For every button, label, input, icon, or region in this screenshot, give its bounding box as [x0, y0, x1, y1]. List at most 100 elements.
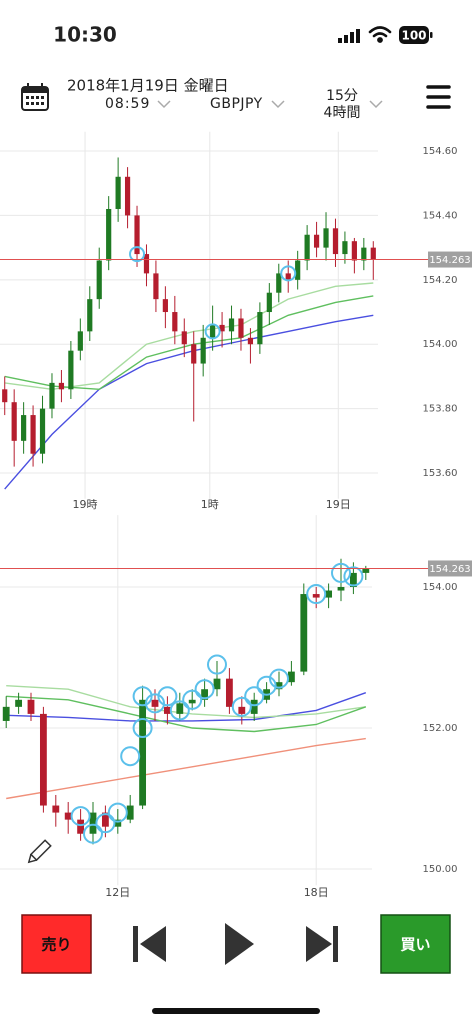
signal-marker — [280, 265, 297, 282]
candle-body — [285, 273, 291, 280]
candle-body — [115, 176, 121, 209]
signal-marker — [120, 746, 141, 767]
signal-marker — [331, 562, 351, 583]
header-date: 2018年1月19日 金曜日 — [67, 77, 229, 95]
y-tick-label: 153.80 — [423, 404, 458, 415]
signal-marker — [231, 696, 252, 717]
battery-tip — [430, 32, 433, 38]
candle-body — [27, 699, 35, 714]
signal-marker — [169, 700, 190, 721]
signal-marker — [132, 717, 153, 738]
rewind-button[interactable] — [133, 926, 166, 962]
candle-body — [89, 812, 97, 834]
moving-average — [6, 692, 367, 722]
x-tick-label: 19時 — [73, 498, 98, 511]
candle-body — [312, 594, 320, 598]
candle-body — [295, 260, 301, 280]
status-time: 10:30 — [53, 23, 117, 47]
timeframe-sub[interactable]: 4時間 — [324, 105, 361, 121]
price-tag — [428, 251, 472, 268]
draw-tool[interactable] — [26, 839, 52, 865]
candle-body — [257, 312, 263, 345]
timeframe-main[interactable]: 15分 — [326, 88, 358, 104]
candle-body — [2, 389, 8, 403]
home-indicator — [152, 1008, 320, 1014]
signal-marker — [157, 686, 178, 707]
buy-label: 買い — [400, 936, 430, 954]
chevron — [271, 100, 285, 109]
calendar-button[interactable] — [21, 83, 49, 111]
x-tick-label: 19日 — [326, 498, 351, 511]
candle-body — [351, 241, 357, 261]
candle-body — [162, 299, 168, 313]
candle-body — [325, 590, 333, 598]
battery-level: 100 — [401, 29, 426, 43]
y-tick-label: 153.60 — [423, 468, 458, 479]
moving-average — [6, 685, 366, 719]
candle-body — [15, 699, 23, 707]
battery-icon — [399, 26, 429, 44]
candle-body — [11, 402, 17, 441]
moving-average — [4, 295, 374, 391]
signal-marker — [107, 802, 128, 823]
menu-button[interactable] — [426, 85, 451, 109]
candle-body — [134, 215, 140, 255]
candle-body — [153, 273, 159, 300]
signal-marker — [95, 813, 116, 834]
wifi-icon — [368, 26, 392, 43]
header-symbol[interactable]: GBPJPY — [210, 96, 263, 112]
candle-body — [68, 350, 74, 390]
charts: 153.60 153.80 154.00 154.20 154.40 154.60 19時 1… — [0, 131, 472, 899]
candle-body — [124, 176, 131, 216]
signal-marker — [207, 654, 227, 675]
y-tick-label: 152.00 — [423, 723, 458, 734]
candle-body — [139, 699, 147, 806]
candle-body — [151, 699, 159, 707]
candle-body — [228, 318, 235, 332]
moving-average — [4, 314, 374, 490]
y-tick-label: 154.00 — [423, 582, 458, 593]
candle-body — [250, 699, 258, 714]
candle-body — [106, 208, 112, 261]
candle-body — [30, 415, 36, 454]
candle-body — [77, 819, 85, 834]
y-tick-label: 154.20 — [423, 275, 458, 286]
y-tick-label: 154.00 — [423, 339, 458, 350]
signal-marker — [129, 246, 146, 263]
candle-body — [200, 337, 206, 364]
price-label: 154.263 — [429, 564, 470, 575]
play-button[interactable] — [225, 923, 254, 965]
candle-body — [39, 408, 46, 454]
candle-body — [362, 568, 370, 573]
buy-button[interactable]: 買い — [380, 914, 451, 974]
forward-button[interactable] — [306, 926, 338, 962]
sell-button[interactable]: 売り — [21, 914, 92, 974]
candle-body — [275, 682, 283, 690]
candle-body — [210, 324, 216, 338]
signal-marker — [244, 686, 265, 707]
candle-body — [213, 678, 221, 690]
signal-marker — [145, 693, 165, 714]
signal-marker — [306, 584, 327, 605]
candle-body — [323, 228, 329, 248]
candle-body — [101, 812, 109, 827]
candle-body — [181, 331, 187, 345]
candle-body — [52, 805, 60, 813]
candle-body — [304, 234, 310, 261]
signal-marker — [83, 823, 103, 844]
candle-body — [58, 382, 65, 390]
candle-body — [21, 415, 27, 441]
header-time[interactable]: 08:59 — [105, 96, 150, 112]
candle-body — [266, 292, 272, 313]
candle-body — [332, 228, 339, 255]
candle-body — [172, 312, 178, 332]
price-label: 154.263 — [429, 255, 470, 266]
signal-marker — [343, 566, 364, 587]
y-tick-label: 150.00 — [423, 864, 458, 875]
candle-body — [300, 594, 308, 672]
candle-body — [87, 299, 93, 332]
sell-label: 売り — [41, 936, 71, 954]
signal-icon — [338, 29, 360, 43]
candle-body — [77, 331, 83, 351]
